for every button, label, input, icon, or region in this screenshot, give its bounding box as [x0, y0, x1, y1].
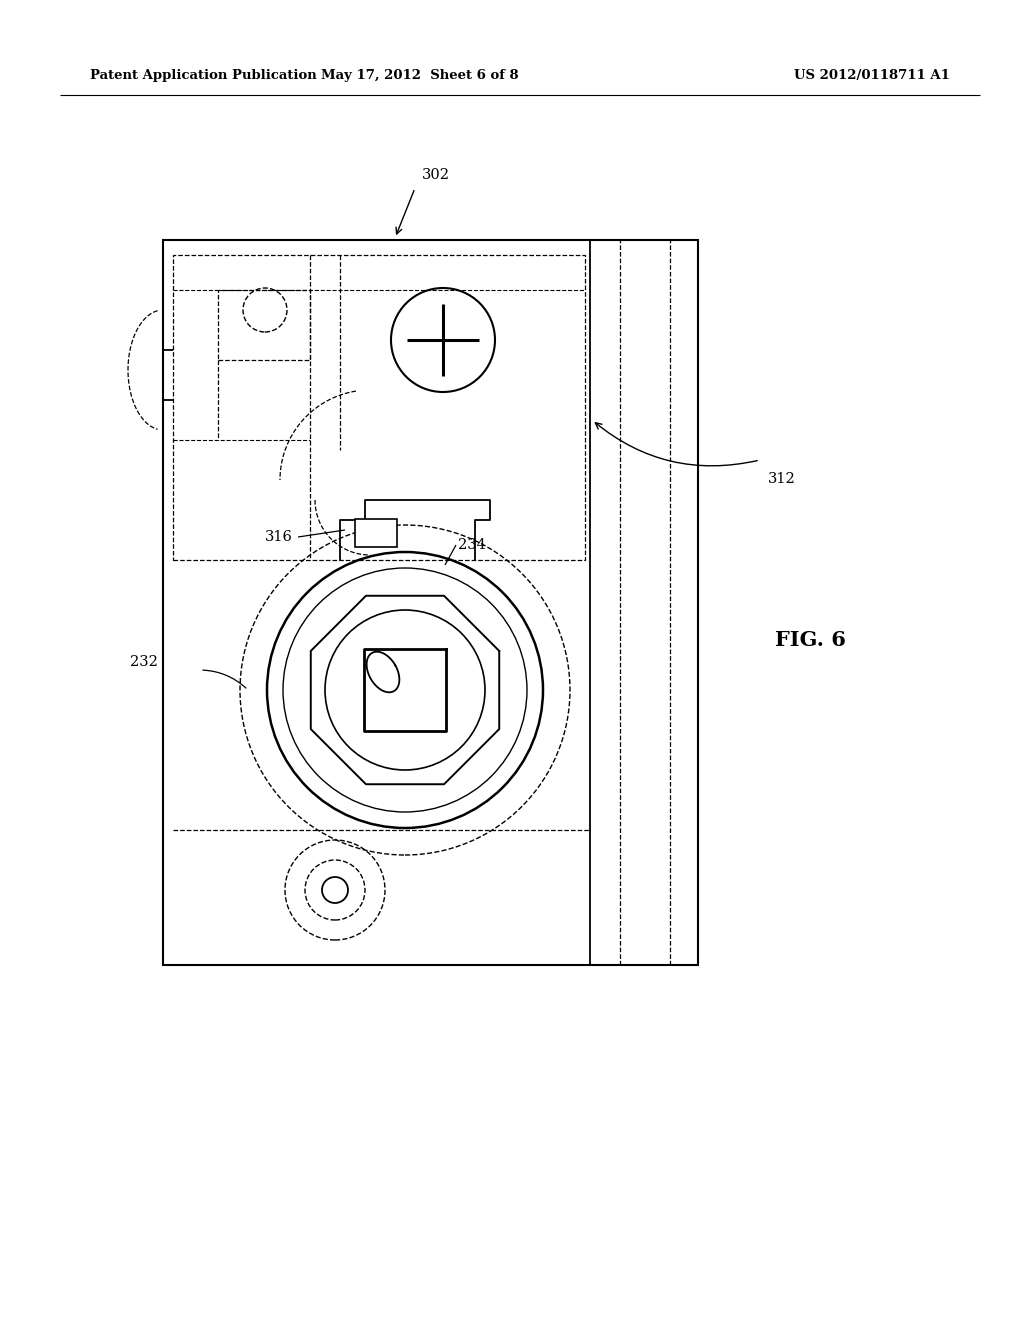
Text: 302: 302: [422, 168, 450, 182]
Text: 232: 232: [130, 655, 158, 669]
Text: 312: 312: [768, 473, 796, 486]
Text: 316: 316: [265, 531, 293, 544]
Bar: [173, 255, 585, 560]
Bar: [218, 290, 310, 360]
Bar: [355, 519, 397, 546]
Text: Patent Application Publication: Patent Application Publication: [90, 69, 316, 82]
Bar: [163, 240, 698, 965]
Text: 234: 234: [458, 539, 485, 552]
Bar: [590, 240, 698, 965]
Text: FIG. 6: FIG. 6: [774, 630, 846, 649]
Text: US 2012/0118711 A1: US 2012/0118711 A1: [795, 69, 950, 82]
Text: May 17, 2012  Sheet 6 of 8: May 17, 2012 Sheet 6 of 8: [322, 69, 519, 82]
